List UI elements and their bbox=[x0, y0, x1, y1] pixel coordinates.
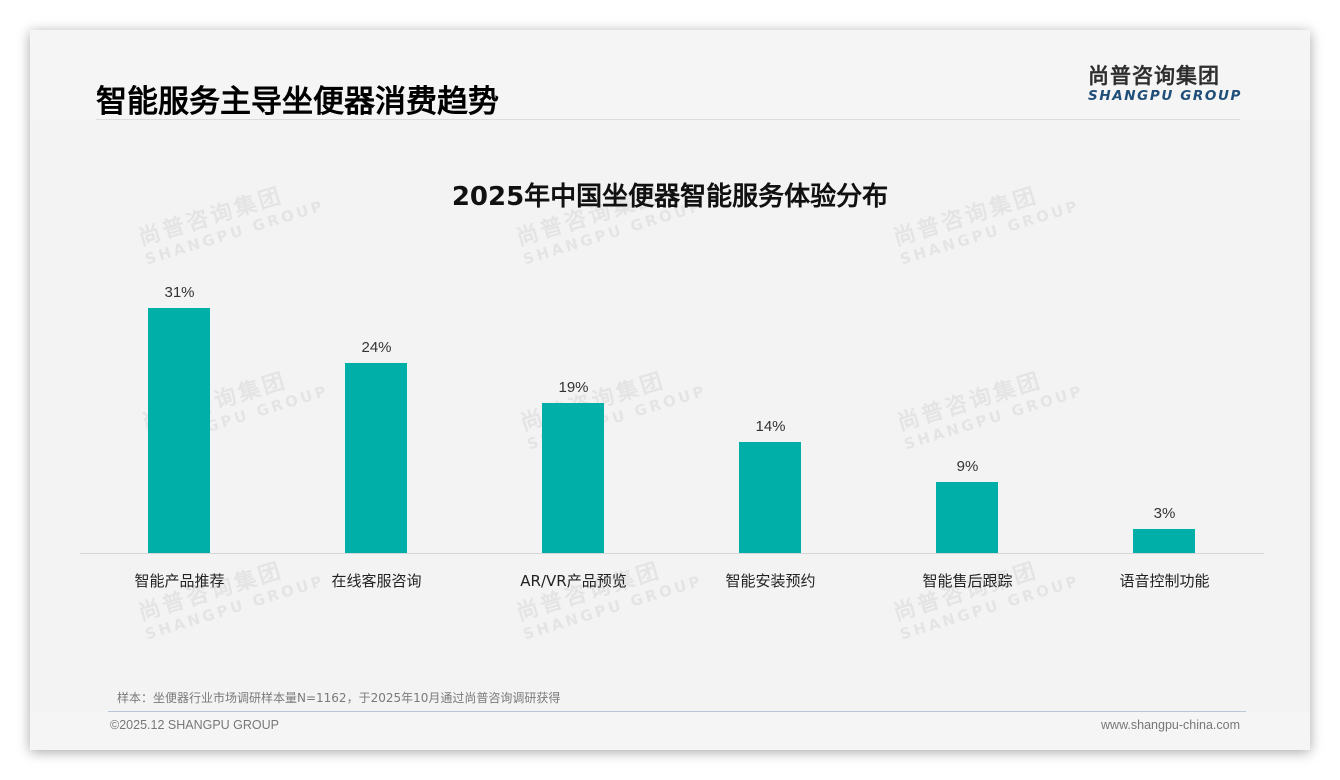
header-band bbox=[30, 30, 1310, 120]
bar bbox=[739, 442, 801, 553]
x-axis-category-label: 智能安装预约 bbox=[725, 572, 816, 590]
website-link[interactable]: www.shangpu-china.com bbox=[1101, 718, 1240, 732]
bar-group: 31% 智能产品推荐 bbox=[81, 30, 278, 750]
x-axis-line bbox=[80, 553, 1264, 554]
bar-chart: 31% 智能产品推荐 24% 在线客服咨询 19% AR/VR产品预览 14% 智能安装预约 9… bbox=[30, 30, 1310, 750]
x-axis-category-label: AR/VR产品预览 bbox=[520, 572, 627, 590]
bar-value-label: 9% bbox=[956, 458, 979, 475]
bar-group: 14% 智能安装预约 bbox=[672, 30, 869, 750]
bar-group: 3% 语音控制功能 bbox=[1066, 30, 1263, 750]
company-logo: 尚普咨询集团 SHANGPU GROUP bbox=[1088, 64, 1248, 104]
bar-value-label: 14% bbox=[755, 418, 786, 435]
bar bbox=[936, 482, 998, 553]
bar-value-label: 19% bbox=[558, 379, 589, 396]
logo-en-text: SHANGPU GROUP bbox=[1088, 88, 1243, 104]
bar bbox=[148, 308, 210, 553]
chart-title: 2025年中国坐便器智能服务体验分布 bbox=[451, 182, 889, 212]
x-axis-category-label: 智能产品推荐 bbox=[134, 572, 225, 590]
footer-divider bbox=[108, 711, 1246, 712]
x-axis-category-label: 智能售后跟踪 bbox=[922, 572, 1013, 590]
x-axis-category-label: 语音控制功能 bbox=[1119, 572, 1210, 590]
bar-value-label: 31% bbox=[164, 284, 195, 301]
page-title: 智能服务主导坐便器消费趋势 bbox=[96, 84, 499, 120]
logo-cn-text: 尚普咨询集团 bbox=[1088, 64, 1220, 88]
bar-group: 24% 在线客服咨询 bbox=[278, 30, 475, 750]
copyright-text: ©2025.12 SHANGPU GROUP bbox=[110, 718, 279, 732]
bar-value-label: 24% bbox=[361, 339, 392, 356]
bar bbox=[1133, 529, 1195, 553]
header-divider bbox=[96, 119, 1240, 120]
bar-group: 9% 智能售后跟踪 bbox=[869, 30, 1066, 750]
x-axis-category-label: 在线客服咨询 bbox=[331, 572, 422, 590]
bar-value-label: 3% bbox=[1153, 505, 1176, 522]
sample-footnote: 样本：坐便器行业市场调研样本量N=1162，于2025年10月通过尚普咨询调研获… bbox=[117, 691, 561, 705]
footer-band bbox=[30, 712, 1310, 750]
slide: 智能服务主导坐便器消费趋势 尚普咨询集团 SHANGPU GROUP 尚普咨询集… bbox=[30, 30, 1310, 750]
bar-group: 19% AR/VR产品预览 bbox=[475, 30, 672, 750]
bar bbox=[542, 403, 604, 553]
bar bbox=[345, 363, 407, 553]
